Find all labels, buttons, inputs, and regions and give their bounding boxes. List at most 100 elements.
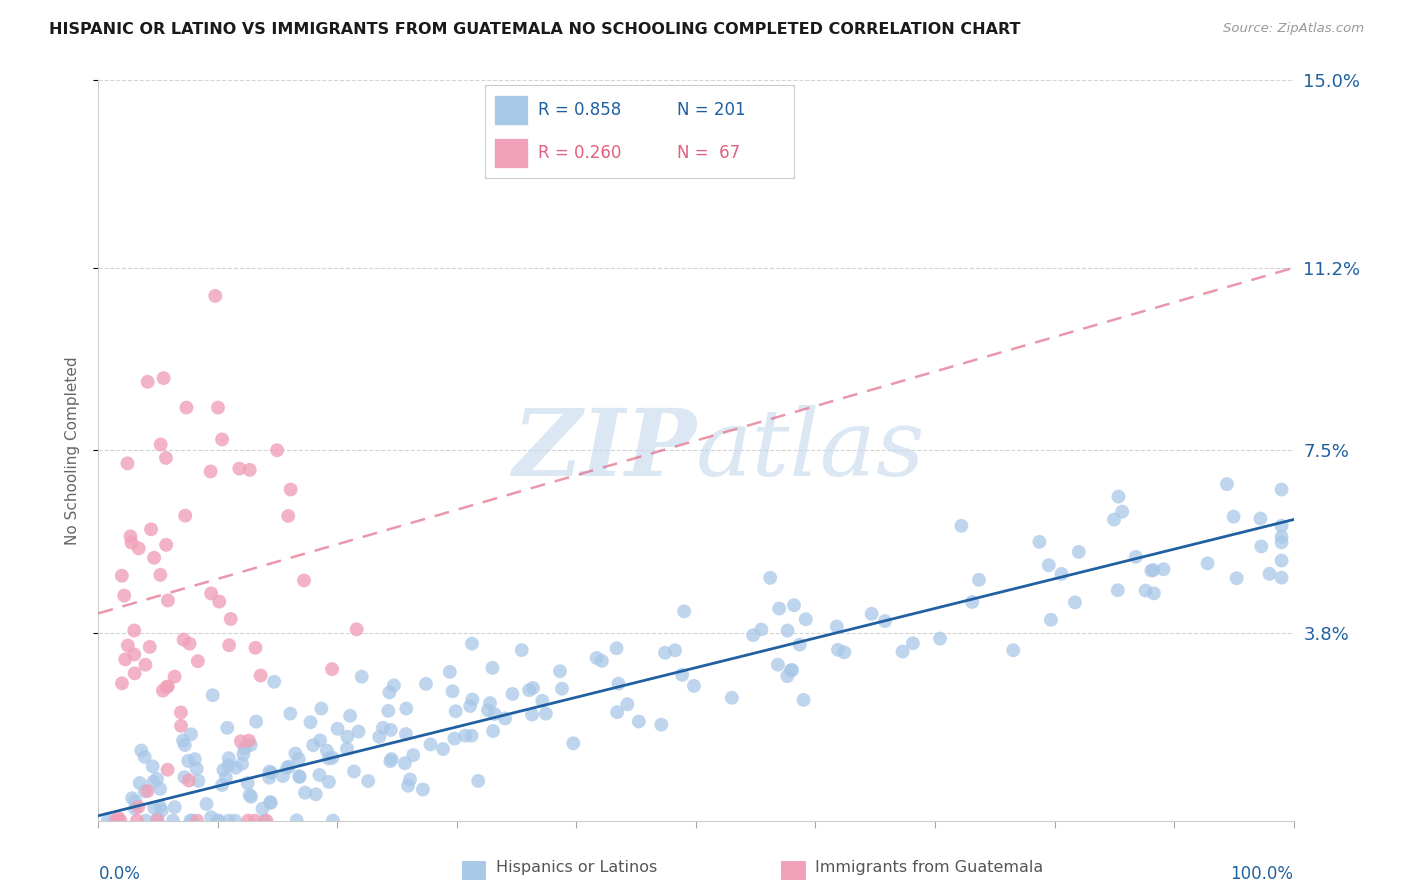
Text: 100.0%: 100.0% — [1230, 865, 1294, 883]
Point — [114, 652, 136, 666]
Point — [173, 770, 195, 784]
Point — [673, 604, 696, 618]
Point — [380, 723, 402, 737]
Point — [1111, 505, 1133, 519]
Point — [231, 756, 253, 771]
Point — [149, 567, 172, 582]
Text: atlas: atlas — [696, 406, 925, 495]
Point — [339, 708, 361, 723]
Point — [1271, 553, 1294, 567]
Point — [326, 722, 349, 736]
Point — [891, 645, 914, 659]
Point — [967, 573, 990, 587]
Point — [228, 461, 250, 475]
Text: N = 201: N = 201 — [676, 101, 745, 119]
Point — [146, 812, 169, 826]
Point — [346, 623, 368, 637]
Point — [1038, 558, 1060, 573]
Point — [211, 433, 233, 447]
Point — [236, 814, 259, 828]
Point — [117, 639, 139, 653]
Point — [467, 773, 489, 788]
Point — [162, 814, 184, 828]
Point — [112, 589, 135, 603]
Point — [149, 799, 172, 814]
Point — [460, 729, 482, 743]
Text: N =  67: N = 67 — [676, 145, 740, 162]
Point — [766, 657, 789, 672]
Point — [901, 636, 924, 650]
Point — [110, 814, 132, 828]
Point — [238, 733, 260, 747]
Point — [548, 664, 571, 678]
Point — [233, 741, 256, 756]
Point — [501, 687, 523, 701]
Point — [172, 733, 194, 747]
Point — [124, 802, 146, 816]
Point — [149, 437, 172, 451]
Point — [156, 593, 179, 607]
Point — [263, 674, 285, 689]
Point — [277, 508, 299, 523]
Point — [212, 763, 235, 777]
Point — [1222, 509, 1244, 524]
Point — [1050, 566, 1073, 581]
Point — [477, 703, 499, 717]
Point — [254, 814, 277, 828]
Point — [606, 641, 628, 656]
Point — [97, 814, 120, 828]
Point — [399, 772, 422, 787]
Point — [120, 529, 142, 543]
Bar — [495, 95, 529, 125]
Point — [103, 814, 125, 828]
Point — [1039, 613, 1062, 627]
Point — [179, 814, 201, 828]
Point — [585, 651, 607, 665]
Point — [1226, 571, 1249, 585]
Point — [443, 731, 465, 746]
Point — [122, 648, 145, 662]
Text: R = 0.260: R = 0.260 — [537, 145, 621, 162]
Point — [134, 750, 156, 764]
Point — [229, 734, 252, 748]
Point — [135, 814, 157, 828]
Point — [627, 714, 650, 729]
Point — [783, 599, 806, 613]
Point — [299, 715, 322, 730]
Point — [177, 773, 200, 788]
Point — [336, 741, 359, 756]
Text: ZIP: ZIP — [512, 406, 696, 495]
Point — [654, 646, 676, 660]
Point — [318, 751, 340, 765]
Point — [1153, 562, 1175, 576]
Point — [336, 730, 359, 744]
Point — [278, 706, 301, 721]
Text: Immigrants from Guatemala: Immigrants from Guatemala — [815, 860, 1043, 874]
Point — [142, 774, 165, 789]
Point — [444, 704, 467, 718]
Point — [616, 698, 638, 712]
Point — [1216, 477, 1239, 491]
Point — [280, 483, 302, 497]
Point — [200, 810, 222, 824]
Point — [308, 768, 330, 782]
Point — [531, 694, 554, 708]
Point — [683, 679, 706, 693]
Point — [195, 797, 218, 811]
Point — [200, 586, 222, 600]
Point — [1143, 586, 1166, 600]
Point — [439, 665, 461, 679]
Point — [217, 758, 239, 772]
Point — [180, 727, 202, 741]
Point — [1107, 490, 1129, 504]
Point — [520, 707, 543, 722]
Point — [1271, 483, 1294, 497]
Point — [759, 571, 782, 585]
Point — [156, 680, 179, 694]
Point — [779, 663, 801, 677]
Point — [478, 696, 501, 710]
Point — [1107, 583, 1129, 598]
Point — [396, 779, 419, 793]
Point — [252, 802, 274, 816]
Point — [284, 747, 307, 761]
